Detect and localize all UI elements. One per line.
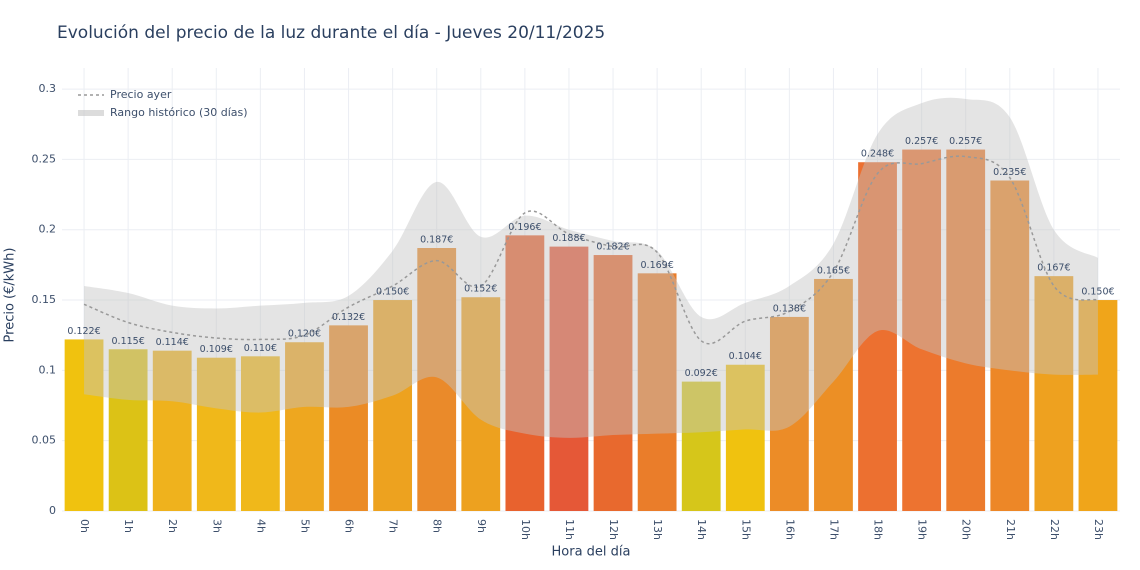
value-label: 0.188€ (552, 233, 585, 244)
x-tick-label: 4h (254, 519, 267, 533)
value-label: 0.092€ (685, 368, 718, 379)
x-tick-label: 21h (1004, 519, 1017, 540)
value-label: 0.152€ (464, 284, 497, 295)
bar (108, 349, 148, 511)
bar (505, 235, 545, 511)
x-tick-label: 20h (960, 519, 973, 540)
value-label: 0.196€ (508, 222, 541, 233)
y-tick-label: 0.1 (39, 363, 57, 376)
value-label: 0.104€ (729, 351, 762, 362)
chart-title: Evolución del precio de la luz durante e… (57, 23, 605, 43)
value-label: 0.109€ (200, 344, 233, 355)
x-tick-label: 6h (343, 519, 356, 533)
value-label: 0.257€ (949, 136, 982, 147)
x-tick-label: 10h (519, 519, 532, 540)
bar (373, 300, 413, 511)
value-label: 0.120€ (288, 329, 321, 340)
bar (681, 381, 721, 511)
value-label: 0.235€ (993, 167, 1026, 178)
legend-label: Rango histórico (30 días) (110, 106, 248, 119)
value-label: 0.138€ (773, 303, 806, 314)
value-label: 0.115€ (112, 336, 145, 347)
value-label: 0.248€ (861, 149, 894, 160)
y-tick-label: 0.3 (39, 82, 57, 95)
x-tick-label: 18h (872, 519, 885, 540)
bar (725, 364, 765, 511)
value-label: 0.114€ (156, 337, 189, 348)
value-label: 0.122€ (67, 326, 100, 337)
x-tick-label: 23h (1092, 519, 1105, 540)
x-tick-label: 9h (475, 519, 488, 533)
value-label: 0.187€ (420, 235, 453, 246)
bar (152, 350, 192, 511)
bar (196, 357, 236, 511)
x-tick-label: 0h (78, 519, 91, 533)
x-tick-label: 12h (607, 519, 620, 540)
x-tick-label: 19h (916, 519, 929, 540)
x-tick-label: 13h (651, 519, 664, 540)
bar (637, 273, 677, 511)
x-tick-label: 8h (431, 519, 444, 533)
y-tick-label: 0 (49, 504, 56, 517)
y-tick-label: 0.05 (32, 434, 57, 447)
bar (858, 162, 897, 511)
bar (946, 149, 986, 512)
legend-label: Precio ayer (110, 88, 172, 101)
bar (64, 339, 104, 511)
x-axis-title: Hora del día (552, 545, 631, 560)
x-tick-label: 16h (783, 519, 796, 540)
y-axis-title: Precio (€/kWh) (3, 248, 18, 343)
bar (1078, 300, 1118, 511)
x-tick-label: 1h (122, 519, 135, 533)
y-tick-label: 0.15 (32, 293, 57, 306)
value-label: 0.150€ (376, 287, 409, 298)
value-label: 0.132€ (332, 312, 365, 323)
x-tick-label: 14h (695, 519, 708, 540)
bar (814, 278, 853, 511)
value-label: 0.257€ (905, 136, 938, 147)
bar (1034, 276, 1074, 511)
x-tick-label: 11h (563, 519, 576, 540)
bar (990, 180, 1030, 511)
previous-day-line (83, 155, 1099, 345)
value-label: 0.182€ (596, 242, 629, 253)
x-tick-label: 2h (166, 519, 179, 533)
x-tick-label: 7h (387, 519, 400, 533)
value-label: 0.150€ (1081, 287, 1114, 298)
x-tick-label: 5h (298, 519, 311, 533)
historical-range (84, 97, 1098, 438)
bar (902, 149, 942, 512)
x-tick-label: 22h (1048, 519, 1061, 540)
value-label: 0.165€ (817, 265, 850, 276)
bar (593, 255, 633, 511)
x-tick-label: 15h (739, 519, 752, 540)
value-label: 0.110€ (244, 343, 277, 354)
bar (285, 342, 324, 511)
bar (461, 297, 501, 511)
bar (417, 248, 457, 511)
bar (769, 316, 809, 511)
y-tick-label: 0.2 (39, 223, 57, 236)
x-tick-label: 17h (827, 519, 840, 540)
bar (240, 356, 280, 511)
bar (549, 246, 589, 511)
bar (329, 325, 368, 511)
y-tick-label: 0.25 (32, 152, 57, 165)
x-tick-label: 3h (210, 519, 223, 533)
value-label: 0.167€ (1037, 263, 1070, 274)
value-label: 0.169€ (641, 260, 674, 271)
